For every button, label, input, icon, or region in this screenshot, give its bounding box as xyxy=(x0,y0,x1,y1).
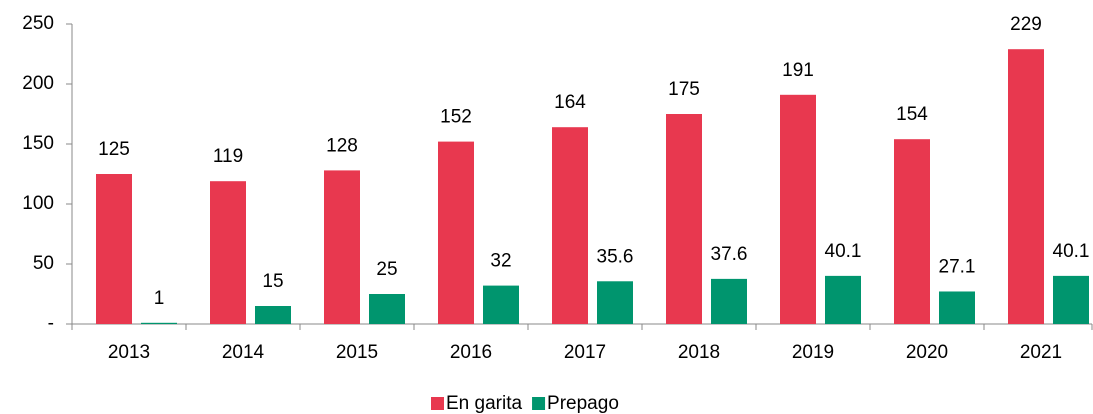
x-tick-label: 2014 xyxy=(222,342,265,363)
bar xyxy=(141,322,177,324)
value-label: 128 xyxy=(326,135,358,156)
bar xyxy=(1008,49,1044,324)
value-label: 1 xyxy=(154,288,165,309)
bar xyxy=(666,114,702,324)
value-label: 27.1 xyxy=(939,256,976,277)
bar xyxy=(939,291,975,324)
bar xyxy=(96,174,132,324)
value-label: 125 xyxy=(98,139,130,160)
x-tick-label: 2013 xyxy=(108,342,150,363)
y-tick-label: 100 xyxy=(22,193,54,214)
bar xyxy=(483,285,519,324)
bar xyxy=(438,141,474,324)
value-label: 32 xyxy=(490,251,511,272)
bar xyxy=(597,281,633,324)
x-tick-label: 2021 xyxy=(1020,342,1062,363)
x-tick-label: 2016 xyxy=(450,342,492,363)
x-tick-label: 2015 xyxy=(336,342,378,363)
bar xyxy=(1053,275,1089,324)
bar xyxy=(894,139,930,324)
bar xyxy=(552,127,588,324)
bar xyxy=(255,306,291,324)
y-tick-label: 150 xyxy=(22,133,54,154)
y-tick-label: 50 xyxy=(33,253,54,274)
y-tick-label: 200 xyxy=(22,73,54,94)
value-label: 164 xyxy=(554,92,586,113)
value-label: 35.6 xyxy=(597,246,634,267)
value-label: 154 xyxy=(896,104,928,125)
bar xyxy=(780,94,816,324)
bar xyxy=(210,181,246,324)
x-tick-label: 2019 xyxy=(792,342,834,363)
legend-label: En garita xyxy=(446,393,522,414)
x-tick-label: 2020 xyxy=(906,342,948,363)
value-label: 229 xyxy=(1010,14,1042,35)
value-label: 37.6 xyxy=(711,244,748,265)
value-label: 119 xyxy=(213,146,243,167)
value-label: 40.1 xyxy=(825,241,862,262)
bar xyxy=(324,170,360,324)
legend-label: Prepago xyxy=(547,393,619,414)
value-label: 40.1 xyxy=(1053,241,1090,262)
bar xyxy=(825,275,861,324)
x-tick-label: 2017 xyxy=(564,342,606,363)
x-tick-label: 2018 xyxy=(678,342,720,363)
value-label: 15 xyxy=(262,271,283,292)
bar xyxy=(711,278,747,324)
value-label: 191 xyxy=(782,60,814,81)
legend-swatch xyxy=(532,397,546,410)
legend-swatch xyxy=(431,397,444,410)
y-tick-label: 250 xyxy=(22,13,54,34)
bar xyxy=(369,294,405,324)
value-label: 152 xyxy=(440,107,472,128)
value-label: 25 xyxy=(376,259,397,280)
y-tick-label: - xyxy=(48,313,54,334)
value-label: 175 xyxy=(668,79,700,100)
